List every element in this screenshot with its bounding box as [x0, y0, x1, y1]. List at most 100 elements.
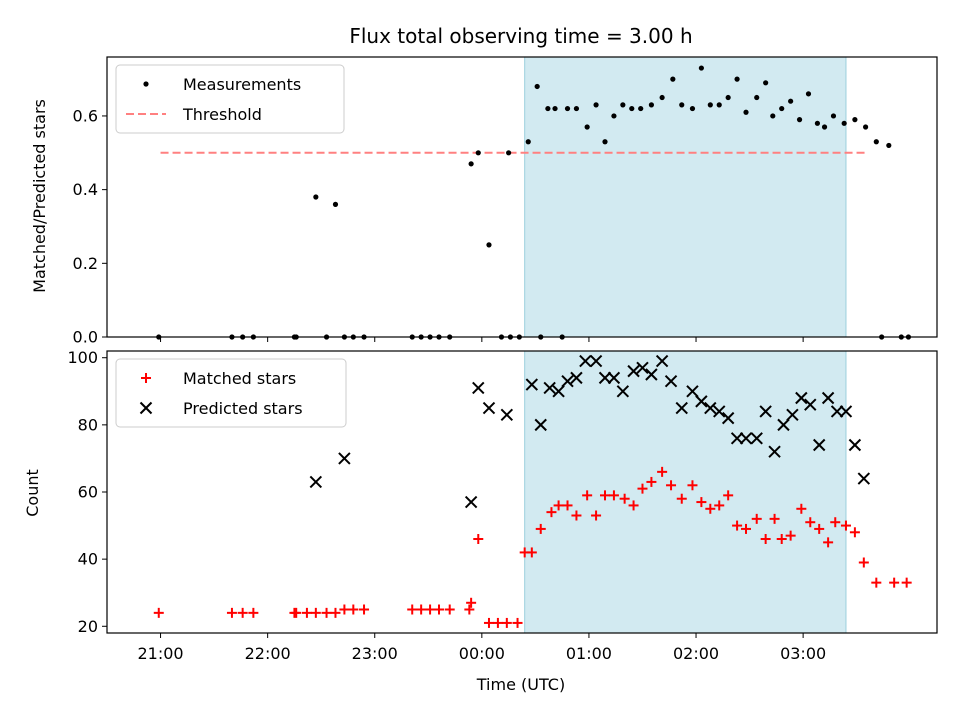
- top-measurements-point: [611, 113, 617, 119]
- bottom-predicted-stars-point: [839, 405, 853, 418]
- top-shaded-interval: [524, 56, 847, 338]
- bottom-matched-stars-point: [840, 520, 851, 531]
- x-b: [598, 371, 612, 385]
- top-measurements-point: [593, 102, 599, 108]
- x-b: [664, 375, 678, 388]
- x-tick-label: 22:00: [245, 644, 291, 663]
- x-b: [579, 354, 592, 368]
- bottom-predicted-stars-point: [704, 401, 717, 415]
- top-measurements-point: [525, 139, 531, 145]
- top-plot-frame: [106, 56, 938, 338]
- bottom-matched-stars-point: [483, 617, 494, 628]
- legend-box: [115, 358, 347, 428]
- x-b: [338, 452, 351, 465]
- x-b: [857, 472, 871, 485]
- legend-marker-dot: [143, 81, 149, 87]
- top-measurements-point: [863, 124, 869, 130]
- top-measurements-point: [486, 242, 492, 248]
- bottom-matched-stars-point: [796, 503, 807, 514]
- x-b: [839, 405, 853, 418]
- bottom-matched-stars-point: [676, 493, 687, 504]
- x-b: [830, 405, 844, 418]
- bottom-matched-stars-point: [501, 617, 512, 628]
- top-y-tick-label: 0.0: [73, 328, 98, 347]
- bottom-predicted-stars-point: [570, 371, 583, 385]
- bottom-matched-stars-point: [628, 500, 639, 511]
- top-measurements-point: [707, 102, 713, 108]
- top-measurements-point: [552, 105, 558, 112]
- x-b: [675, 401, 688, 415]
- bottom-y-tick-label: 60: [78, 483, 98, 502]
- bottom-predicted-stars-point: [686, 385, 699, 398]
- bottom-predicted-stars-point: [759, 405, 772, 418]
- bottom-matched-stars-point: [321, 607, 332, 618]
- top-measurements-point: [332, 201, 339, 207]
- x-b: [570, 371, 583, 385]
- bottom-matched-stars-point: [760, 534, 771, 544]
- x-b: [589, 354, 603, 368]
- bottom-predicted-stars-point: [857, 472, 871, 485]
- bottom-matched-stars-point: [785, 530, 796, 541]
- bottom-matched-stars-point: [546, 507, 557, 518]
- bottom-predicted-stars-point: [636, 361, 649, 374]
- bottom-matched-stars-point: [473, 534, 484, 544]
- bottom-predicted-stars-point: [607, 371, 621, 385]
- legend-box: [115, 64, 345, 134]
- bottom-matched-stars-point: [723, 490, 734, 501]
- top-measurements-point: [805, 91, 812, 97]
- bottom-matched-stars-point: [714, 500, 725, 511]
- bottom-predicted-stars-point: [525, 378, 539, 391]
- bottom-matched-stars-point: [705, 503, 716, 514]
- bottom-predicted-stars-point: [739, 432, 753, 445]
- top-measurements-point: [638, 105, 644, 112]
- top-measurements-point: [670, 76, 676, 82]
- bottom-y-tick-label: 20: [78, 617, 98, 636]
- bottom-matched-stars-point: [776, 534, 787, 544]
- bottom-y-tick-label: 100: [67, 348, 98, 367]
- top-measurements-point: [830, 113, 837, 119]
- bottom-matched-stars-point: [330, 607, 341, 618]
- top-measurements-point: [873, 139, 879, 145]
- bottom-predicted-stars-point: [664, 375, 678, 388]
- bottom-matched-stars-point: [608, 490, 619, 501]
- bottom-matched-stars-point: [858, 557, 869, 568]
- bottom-matched-stars-point: [553, 500, 564, 511]
- bottom-matched-stars-point: [696, 497, 707, 508]
- bottom-matched-stars-point: [871, 577, 882, 588]
- x-tick-label: 03:00: [780, 644, 826, 663]
- top-measurements-point: [796, 117, 803, 123]
- x-b: [482, 401, 496, 415]
- top-measurements-point: [788, 98, 794, 104]
- x-b: [795, 391, 808, 405]
- x-b: [552, 385, 565, 398]
- bottom-matched-stars-point: [901, 577, 912, 588]
- top-measurements-point: [852, 117, 858, 123]
- bottom-predicted-stars-point: [777, 418, 790, 432]
- bottom-predicted-stars-point: [589, 354, 603, 368]
- top-measurements-point: [743, 109, 749, 115]
- bottom-matched-stars-point: [407, 604, 418, 615]
- x-b: [616, 385, 630, 398]
- bottom-predicted-stars-point: [695, 395, 708, 408]
- bottom-matched-stars-point: [619, 493, 630, 504]
- bottom-predicted-stars-point: [768, 445, 781, 458]
- bottom-matched-stars-point: [339, 604, 350, 615]
- bottom-matched-stars-point: [732, 520, 743, 531]
- bottom-predicted-stars-point: [848, 438, 862, 452]
- x-b: [607, 371, 621, 385]
- bottom-predicted-stars-point: [795, 391, 808, 405]
- top-legend: Measurements Threshold: [115, 64, 345, 134]
- x-b: [768, 445, 781, 458]
- chart-title: Flux total observing time = 3.00 h: [349, 24, 692, 48]
- x-b: [739, 432, 753, 445]
- top-measurements-point: [886, 142, 892, 149]
- top-measurements-point: [698, 65, 704, 71]
- x-b: [655, 354, 669, 368]
- bottom-predicted-stars-point: [730, 432, 744, 445]
- x-b: [695, 395, 708, 408]
- x-b: [686, 385, 699, 398]
- bottom-matched-stars-point: [666, 480, 677, 491]
- bottom-matched-stars-point: [512, 617, 523, 628]
- top-y-tick-label: 0.2: [73, 254, 98, 273]
- bottom-predicted-stars-point: [616, 385, 630, 398]
